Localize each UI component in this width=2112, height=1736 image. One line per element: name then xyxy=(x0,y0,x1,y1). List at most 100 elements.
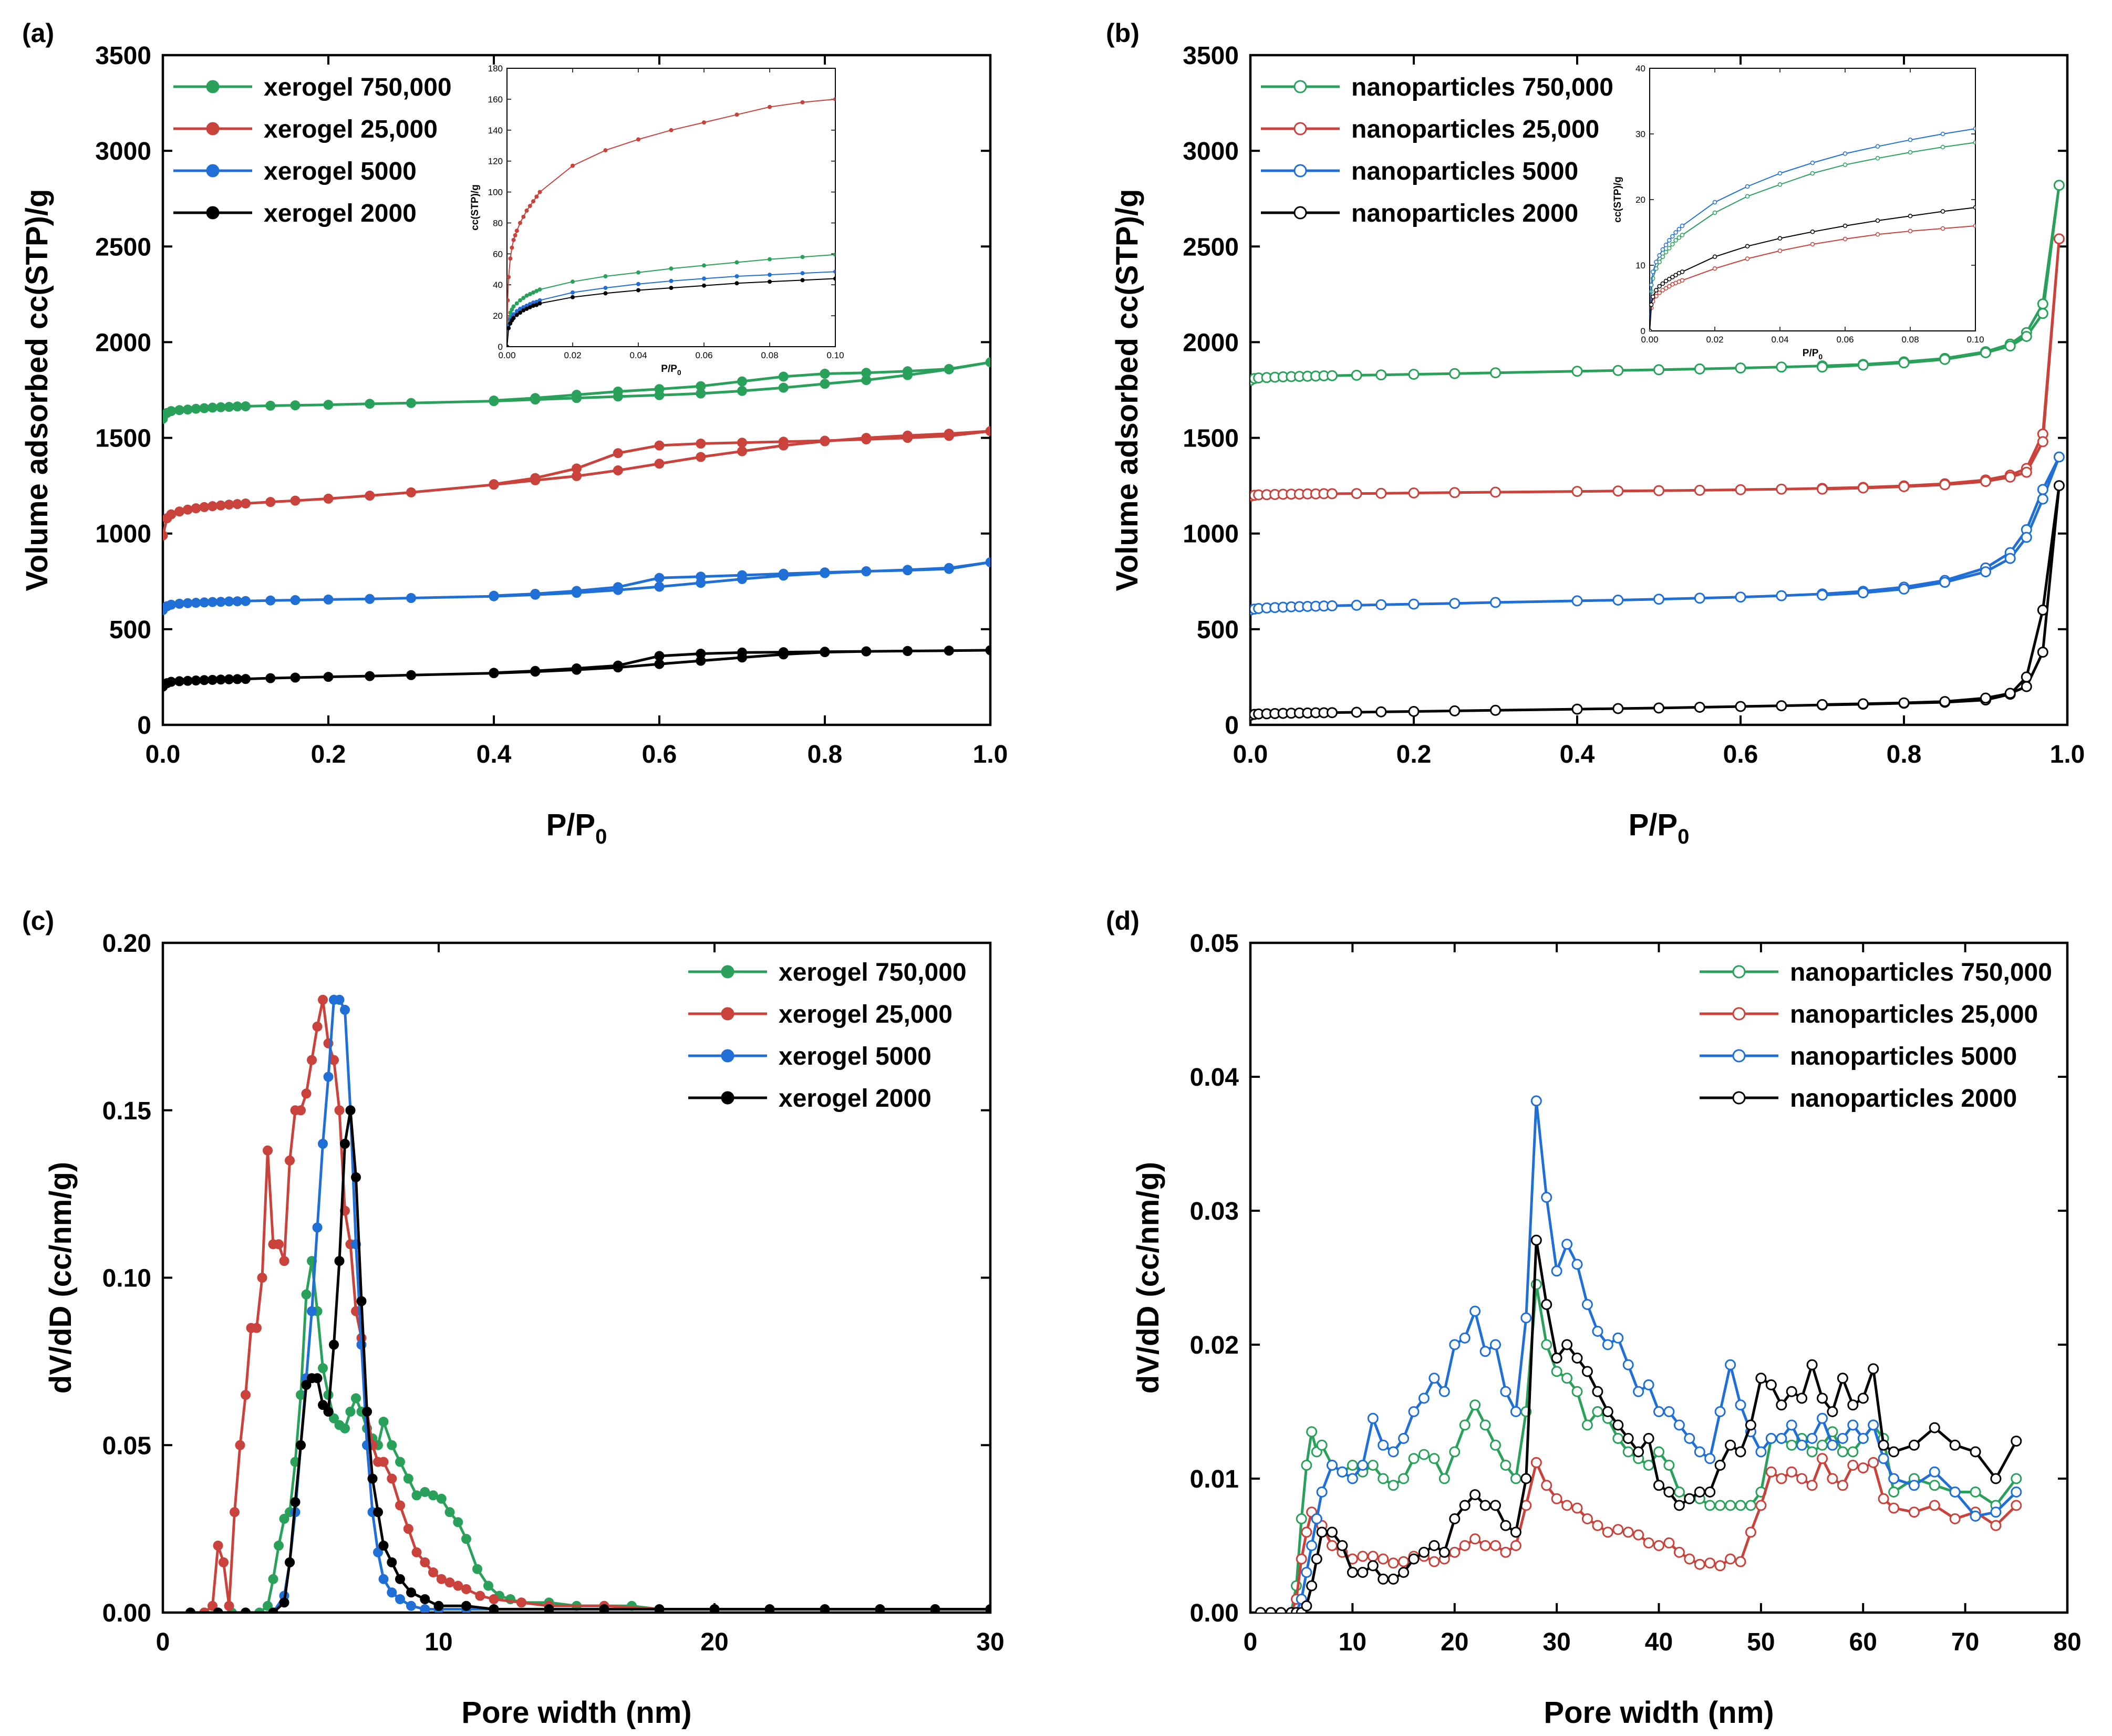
panel-b-ytick-label: 1500 xyxy=(1183,425,1239,453)
legend-entry: xerogel 2000 xyxy=(264,200,417,227)
panel-a-series-1-point xyxy=(365,491,375,501)
panel-a-series-1-point xyxy=(572,463,582,474)
panel-d-series-3-point xyxy=(1643,1433,1654,1444)
panel-a-series-3-point xyxy=(944,646,954,656)
panel-a-series-2-point xyxy=(174,598,184,609)
panel-a-series-1-point xyxy=(613,465,623,475)
panel-c-series-2-point xyxy=(318,1139,328,1149)
panel-d-series-3-point xyxy=(1327,1526,1338,1538)
panel-d-series-1-point xyxy=(1725,1553,1736,1565)
panel-a-series-3-point xyxy=(530,666,541,676)
panel-b-xtick-label: 0.6 xyxy=(1723,741,1758,768)
panel-b-series-2-point xyxy=(2037,493,2048,505)
panel-c-series-1-point xyxy=(285,1155,295,1166)
panel-d-series-0-point xyxy=(1367,1460,1379,1471)
panel-b-series-0-point xyxy=(2037,298,2048,310)
panel-c-series-1-point xyxy=(279,1256,289,1266)
panel-c-series-3-point xyxy=(367,1473,378,1484)
panel-c-series-1-point xyxy=(213,1541,223,1551)
panel-d-series-0-point xyxy=(1541,1339,1552,1350)
panel-c-series-2-point xyxy=(395,1594,405,1604)
inset-b-xtick-label: 0.04 xyxy=(1771,335,1788,345)
panel-d-series-2-point xyxy=(1735,1399,1746,1411)
panel-b-ylabel: Volume adsorbed cc(STP)/g xyxy=(1110,189,1144,591)
panel-b-xlabel: P/P0 xyxy=(1629,808,1690,848)
panel-c-data xyxy=(185,994,990,1613)
panel-d-series-3-point xyxy=(1765,1379,1777,1390)
panel-b-ytick-label: 500 xyxy=(1197,616,1239,644)
panel-a-series-0-point xyxy=(365,399,375,409)
panel-b-series-0-point xyxy=(1571,366,1583,377)
panel-c-series-0-point xyxy=(395,1457,405,1467)
panel-d-series-2-point xyxy=(1378,1439,1389,1451)
panel-b-ytick-label: 3500 xyxy=(1183,42,1239,70)
panel-d-series-1-point xyxy=(1684,1553,1695,1565)
panel-a-series-1-point xyxy=(820,435,830,446)
inset-b-series-0-point xyxy=(1908,150,1913,155)
panel-c-series-1-point xyxy=(318,994,328,1005)
panel-d-series-1-point xyxy=(1388,1557,1399,1569)
inset-b-series-2-point xyxy=(1670,234,1675,239)
inset-a-ytick-label: 80 xyxy=(493,218,503,228)
panel-d-series-3-point xyxy=(1735,1446,1746,1458)
panel-b-series-2-point xyxy=(1694,592,1705,604)
panel-b-series-0-point xyxy=(1898,357,1910,369)
panel-a-series-1-point xyxy=(530,473,541,483)
panel-d-series-2-point xyxy=(1633,1386,1644,1397)
panel-b-series-2-point xyxy=(1351,599,1362,611)
panel-a-series-3-point xyxy=(778,647,789,658)
inset-a-series-2-point xyxy=(768,273,772,277)
legend-entry: xerogel 750,000 xyxy=(779,959,967,986)
panel-d-series-3-point xyxy=(1581,1366,1593,1377)
panel-b-series-2-point xyxy=(1490,597,1501,608)
panel-d-series-1-point xyxy=(1735,1556,1746,1567)
panel-d-series-3-point xyxy=(1520,1473,1532,1484)
panel-d-series-2-point xyxy=(1398,1433,1410,1444)
panel-a-inset: 0.00 0.02 0.04 0.06 0.08 0.10 0 20 40 60 80 100 120 1… xyxy=(470,64,844,377)
panel-b-series-1-point xyxy=(1653,485,1664,496)
panel-d-series-0-point xyxy=(1622,1446,1634,1458)
panel-c-series-2-point xyxy=(420,1604,430,1613)
inset-a-series-2-point xyxy=(833,269,835,274)
panel-d-series-0-point xyxy=(1438,1473,1450,1484)
inset-a-series-3-point xyxy=(524,306,529,311)
inset-a-series-1-point xyxy=(510,245,514,250)
panel-a-series-0-point xyxy=(613,386,623,397)
inset-a-series-1-point xyxy=(508,256,513,261)
panel-d-series-1-point xyxy=(1398,1556,1410,1567)
panel-b-ytick-label: 0 xyxy=(1225,712,1239,740)
panel-a-series-2-point xyxy=(365,594,375,604)
legend-marker xyxy=(206,206,220,220)
inset-a-series-2-point xyxy=(669,278,674,283)
inset-a-series-2-point xyxy=(800,271,805,276)
legend-marker xyxy=(206,164,220,178)
panel-d-ytick-label: 0.00 xyxy=(1190,1599,1239,1627)
inset-b-series-3-point xyxy=(1654,288,1659,293)
inset-b-frame xyxy=(1649,68,1976,331)
panel-b-series-3-point xyxy=(2021,681,2032,692)
panel-c-series-0-point xyxy=(345,1407,356,1417)
panel-b-xtick-label: 0.0 xyxy=(1233,741,1268,768)
panel-d-series-2-point xyxy=(1327,1460,1338,1471)
panel-c-series-1-point xyxy=(395,1500,405,1511)
inset-b-series-2-point xyxy=(1650,283,1654,287)
inset-a-series-3-point xyxy=(636,288,640,293)
inset-b-series-3-point xyxy=(1650,302,1654,307)
panel-d-series-1-point xyxy=(1806,1480,1818,1491)
legend-marker xyxy=(1732,965,1746,979)
panel-d-series-1-point xyxy=(1837,1480,1848,1491)
inset-b-series-3-point xyxy=(1663,278,1669,284)
panel-c-series-0-point xyxy=(274,1541,284,1551)
panel-a-series-0-point xyxy=(778,382,789,393)
panel-a-series-2-point xyxy=(903,565,913,576)
panel-a-series-0-point xyxy=(530,393,541,403)
panel-d-series-1-point xyxy=(1663,1537,1675,1548)
panel-d-series-2-point xyxy=(1847,1419,1859,1431)
panel-d-series-0-point xyxy=(1306,1426,1318,1438)
inset-a-series-0-point xyxy=(521,296,526,300)
panel-a-series-2-point xyxy=(208,597,218,607)
panel-d-xtick-label: 80 xyxy=(2053,1628,2081,1656)
panel-a-series-0-point xyxy=(265,400,276,411)
panel-d-series-0-point xyxy=(1551,1366,1562,1377)
panel-c-ytick-label: 0.05 xyxy=(102,1432,151,1460)
